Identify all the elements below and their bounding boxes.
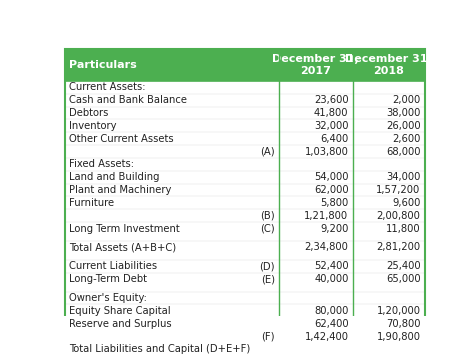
- Text: Plant and Machinery: Plant and Machinery: [69, 185, 172, 195]
- Text: Current Assets:: Current Assets:: [69, 82, 146, 92]
- Text: December 31,
2018: December 31, 2018: [346, 54, 432, 76]
- Text: 1,21,800: 1,21,800: [304, 211, 348, 221]
- Text: 65,000: 65,000: [386, 274, 420, 284]
- Text: (D): (D): [259, 261, 274, 271]
- Text: Particulars: Particulars: [69, 60, 137, 70]
- Text: 9,200: 9,200: [320, 224, 348, 234]
- Text: Land and Building: Land and Building: [69, 172, 160, 182]
- Text: (C): (C): [260, 224, 274, 234]
- Text: 2,81,200: 2,81,200: [376, 242, 420, 252]
- Text: Owner's Equity:: Owner's Equity:: [69, 293, 147, 303]
- Text: Total Liabilities and Capital (D+E+F): Total Liabilities and Capital (D+E+F): [69, 344, 250, 354]
- Text: Fixed Assets:: Fixed Assets:: [69, 159, 134, 169]
- Text: 70,800: 70,800: [386, 319, 420, 329]
- Text: Furniture: Furniture: [69, 198, 114, 208]
- Bar: [65, 49, 425, 81]
- Text: 1,90,800: 1,90,800: [376, 332, 420, 342]
- Text: (A): (A): [260, 147, 274, 157]
- Text: 25,400: 25,400: [386, 261, 420, 271]
- Text: Total Assets (A+B+C): Total Assets (A+B+C): [69, 242, 176, 252]
- Text: 34,000: 34,000: [386, 172, 420, 182]
- Text: Cash and Bank Balance: Cash and Bank Balance: [69, 95, 187, 105]
- Text: Long-Term Debt: Long-Term Debt: [69, 274, 147, 284]
- Text: 2,34,800: 2,34,800: [305, 242, 348, 252]
- Text: 26,000: 26,000: [386, 121, 420, 131]
- Text: Debtors: Debtors: [69, 108, 109, 118]
- Text: Current Liabilities: Current Liabilities: [69, 261, 157, 271]
- Text: Reserve and Surplus: Reserve and Surplus: [69, 319, 172, 329]
- Text: 62,400: 62,400: [314, 319, 348, 329]
- Text: December 31,
2017: December 31, 2017: [273, 54, 359, 76]
- Text: 52,400: 52,400: [314, 261, 348, 271]
- Text: (F): (F): [261, 332, 274, 342]
- Text: 1,57,200: 1,57,200: [376, 185, 420, 195]
- Text: 2,00,800: 2,00,800: [376, 211, 420, 221]
- Text: (B): (B): [260, 211, 274, 221]
- Text: 1,20,000: 1,20,000: [376, 306, 420, 316]
- Text: 23,600: 23,600: [314, 95, 348, 105]
- Text: 5,800: 5,800: [320, 198, 348, 208]
- Text: Long Term Investment: Long Term Investment: [69, 224, 180, 234]
- Text: 41,800: 41,800: [314, 108, 348, 118]
- Text: Other Current Assets: Other Current Assets: [69, 134, 173, 144]
- Text: 1,42,400: 1,42,400: [304, 332, 348, 342]
- Text: 1,03,800: 1,03,800: [305, 147, 348, 157]
- Text: 9,600: 9,600: [392, 198, 420, 208]
- Text: 38,000: 38,000: [386, 108, 420, 118]
- Text: 2,000: 2,000: [392, 95, 420, 105]
- Text: 2,600: 2,600: [392, 134, 420, 144]
- Text: Inventory: Inventory: [69, 121, 117, 131]
- Text: 6,400: 6,400: [320, 134, 348, 144]
- Text: 80,000: 80,000: [314, 306, 348, 316]
- Text: 11,800: 11,800: [386, 224, 420, 234]
- Text: 32,000: 32,000: [314, 121, 348, 131]
- Text: 68,000: 68,000: [386, 147, 420, 157]
- Text: 62,000: 62,000: [314, 185, 348, 195]
- Text: 54,000: 54,000: [314, 172, 348, 182]
- Text: Equity Share Capital: Equity Share Capital: [69, 306, 171, 316]
- Text: 40,000: 40,000: [314, 274, 348, 284]
- Text: (E): (E): [261, 274, 274, 284]
